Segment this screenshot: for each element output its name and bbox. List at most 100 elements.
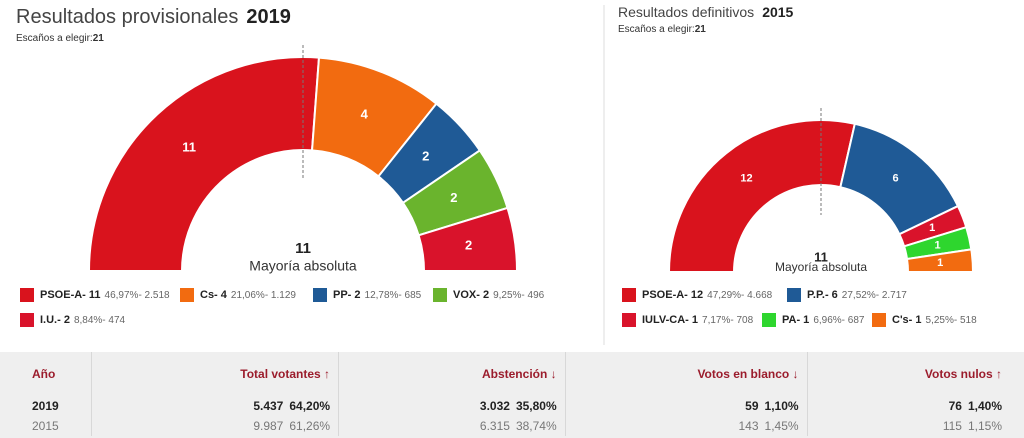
table: Año Total votantes ↑ Abstención ↓ Votos en … — [20, 352, 1010, 436]
column-header: Abstención ↓ — [338, 352, 566, 396]
percent: 1,45% — [764, 419, 799, 433]
legend-label: VOX- 2 — [453, 289, 489, 301]
legend-entry: Cs- 4 21,06%- 1.129 — [200, 289, 296, 301]
title-year: 2015 — [762, 4, 793, 20]
legend-entry: C's- 1 5,25%- 518 — [892, 314, 977, 326]
legend-entry: I.U.- 2 8,84%- 474 — [40, 314, 126, 326]
title-year: 2019 — [246, 6, 291, 28]
legend-swatch — [433, 288, 447, 302]
charts: Resultados provisionales 2019 Escaños a el… — [16, 4, 977, 345]
legend-detail: 6,96%- 687 — [813, 315, 865, 326]
legend-label: PA- 1 — [782, 314, 809, 326]
legend-entry: PSOE-A- 12 47,29%- 4.668 — [642, 289, 773, 301]
value-cell: 5.437 64,20% — [91, 396, 339, 416]
title-text: Resultados provisionales — [16, 6, 238, 28]
majority-value: 11 — [814, 249, 828, 264]
segment-label: 4 — [361, 107, 369, 122]
count: 76 — [948, 399, 962, 413]
legend-detail: 5,25%- 518 — [926, 315, 978, 326]
percent: 1,40% — [967, 399, 1002, 413]
legend-detail: 47,29%- 4.668 — [707, 290, 772, 301]
subtitle: Escaños a elegir:21 — [16, 33, 104, 44]
legend-label: C's- 1 — [892, 314, 922, 326]
legend-detail: 9,25%- 496 — [493, 290, 545, 301]
header-row: Año Total votantes ↑ Abstención ↓ Votos en … — [20, 352, 1010, 396]
percent: 38,74% — [515, 419, 557, 433]
legend-detail: 12,78%- 685 — [365, 290, 422, 301]
legend-entry: PP- 2 12,78%- 685 — [333, 289, 422, 301]
legend-swatch — [313, 288, 327, 302]
count: 6.315 — [479, 419, 510, 433]
legend-label: I.U.- 2 — [40, 314, 70, 326]
legend-entry: PSOE-A- 11 46,97%- 2.518 — [40, 289, 170, 301]
seats-total: 21 — [695, 24, 707, 35]
legend-label: IULV-CA- 1 — [642, 314, 698, 326]
legend-swatch — [622, 288, 636, 302]
legend-swatch — [622, 313, 636, 327]
legend-swatch — [872, 313, 886, 327]
subtitle-text: Escaños a elegir: — [618, 24, 695, 35]
value-cell: 115 1,15% — [806, 416, 1010, 436]
seat-segment — [87, 56, 321, 272]
segment-label: 2 — [465, 237, 472, 252]
count: 3.032 — [479, 399, 510, 413]
count: 9.987 — [253, 419, 284, 433]
legend-detail: 27,52%- 2.717 — [842, 290, 907, 301]
segment-label: 1 — [934, 239, 940, 251]
title-text: Resultados definitivos — [618, 4, 754, 20]
count: 115 — [942, 419, 962, 433]
chart-title: Resultados definitivos 2015 — [618, 4, 794, 20]
seats-total: 21 — [93, 33, 105, 44]
legend-swatch — [762, 313, 776, 327]
legend-swatch — [787, 288, 801, 302]
count: 143 — [738, 419, 759, 433]
legend-swatch — [20, 288, 34, 302]
legend-entry: VOX- 2 9,25%- 496 — [453, 289, 545, 301]
subtitle-text: Escaños a elegir: — [16, 33, 93, 44]
legend-swatch — [180, 288, 194, 302]
legend-detail: 21,06%- 1.129 — [231, 290, 296, 301]
seat-segment — [905, 248, 975, 273]
chart-title: Resultados provisionales 2019 — [16, 6, 291, 28]
value-cell: 6.315 38,74% — [338, 416, 566, 436]
table-row: 2015 9.987 61,26% 6.315 38,74% 143 1,45% 115 1,1… — [20, 416, 1010, 436]
legend-entry: PA- 1 6,96%- 687 — [782, 314, 865, 326]
column-header: Votos nulos ↑ — [806, 352, 1010, 396]
legend-label: P.P.- 6 — [807, 289, 838, 301]
table-row: 2019 5.437 64,20% 3.032 35,80% 59 1,10% 76 1,40% — [20, 396, 1010, 416]
segment-label: 12 — [740, 172, 752, 184]
legend-label: PP- 2 — [333, 289, 361, 301]
value-cell: 59 1,10% — [564, 396, 808, 416]
value-cell: 143 1,45% — [564, 416, 808, 436]
legend-entry: P.P.- 6 27,52%- 2.717 — [807, 289, 907, 301]
legend-swatch — [20, 313, 34, 327]
year-cell: 2015 — [32, 419, 59, 433]
percent: 1,10% — [764, 399, 799, 413]
legend-label: PSOE-A- 11 — [40, 289, 101, 301]
seat-segment — [417, 206, 519, 272]
legend-label: PSOE-A- 12 — [642, 289, 703, 301]
legend-detail: 46,97%- 2.518 — [105, 290, 170, 301]
majority-label: Mayoría absoluta — [249, 258, 357, 274]
segment-label: 1 — [937, 257, 943, 269]
majority-value: 11 — [295, 240, 311, 257]
value-cell: 76 1,40% — [806, 396, 1010, 416]
column-header: Año — [32, 367, 56, 381]
percent: 1,15% — [967, 419, 1002, 433]
legend-label: Cs- 4 — [200, 289, 228, 301]
percent: 35,80% — [515, 399, 557, 413]
value-cell: 9.987 61,26% — [91, 416, 339, 436]
legend-detail: 8,84%- 474 — [74, 315, 126, 326]
column-header: Votos en blanco ↓ — [564, 352, 808, 396]
value-cell: 3.032 35,80% — [338, 396, 566, 416]
count: 59 — [745, 399, 759, 413]
subtitle: Escaños a elegir:21 — [618, 24, 706, 35]
percent: 61,26% — [289, 419, 331, 433]
majority-label: Mayoría absoluta — [775, 260, 867, 274]
legend-entry: IULV-CA- 1 7,17%- 708 — [642, 314, 754, 326]
segment-label: 1 — [929, 222, 935, 234]
segment-label: 11 — [182, 140, 196, 155]
year-cell: 2019 — [32, 399, 59, 413]
results-table: Año Total votantes ↑ Abstención ↓ Votos en … — [0, 352, 1024, 438]
